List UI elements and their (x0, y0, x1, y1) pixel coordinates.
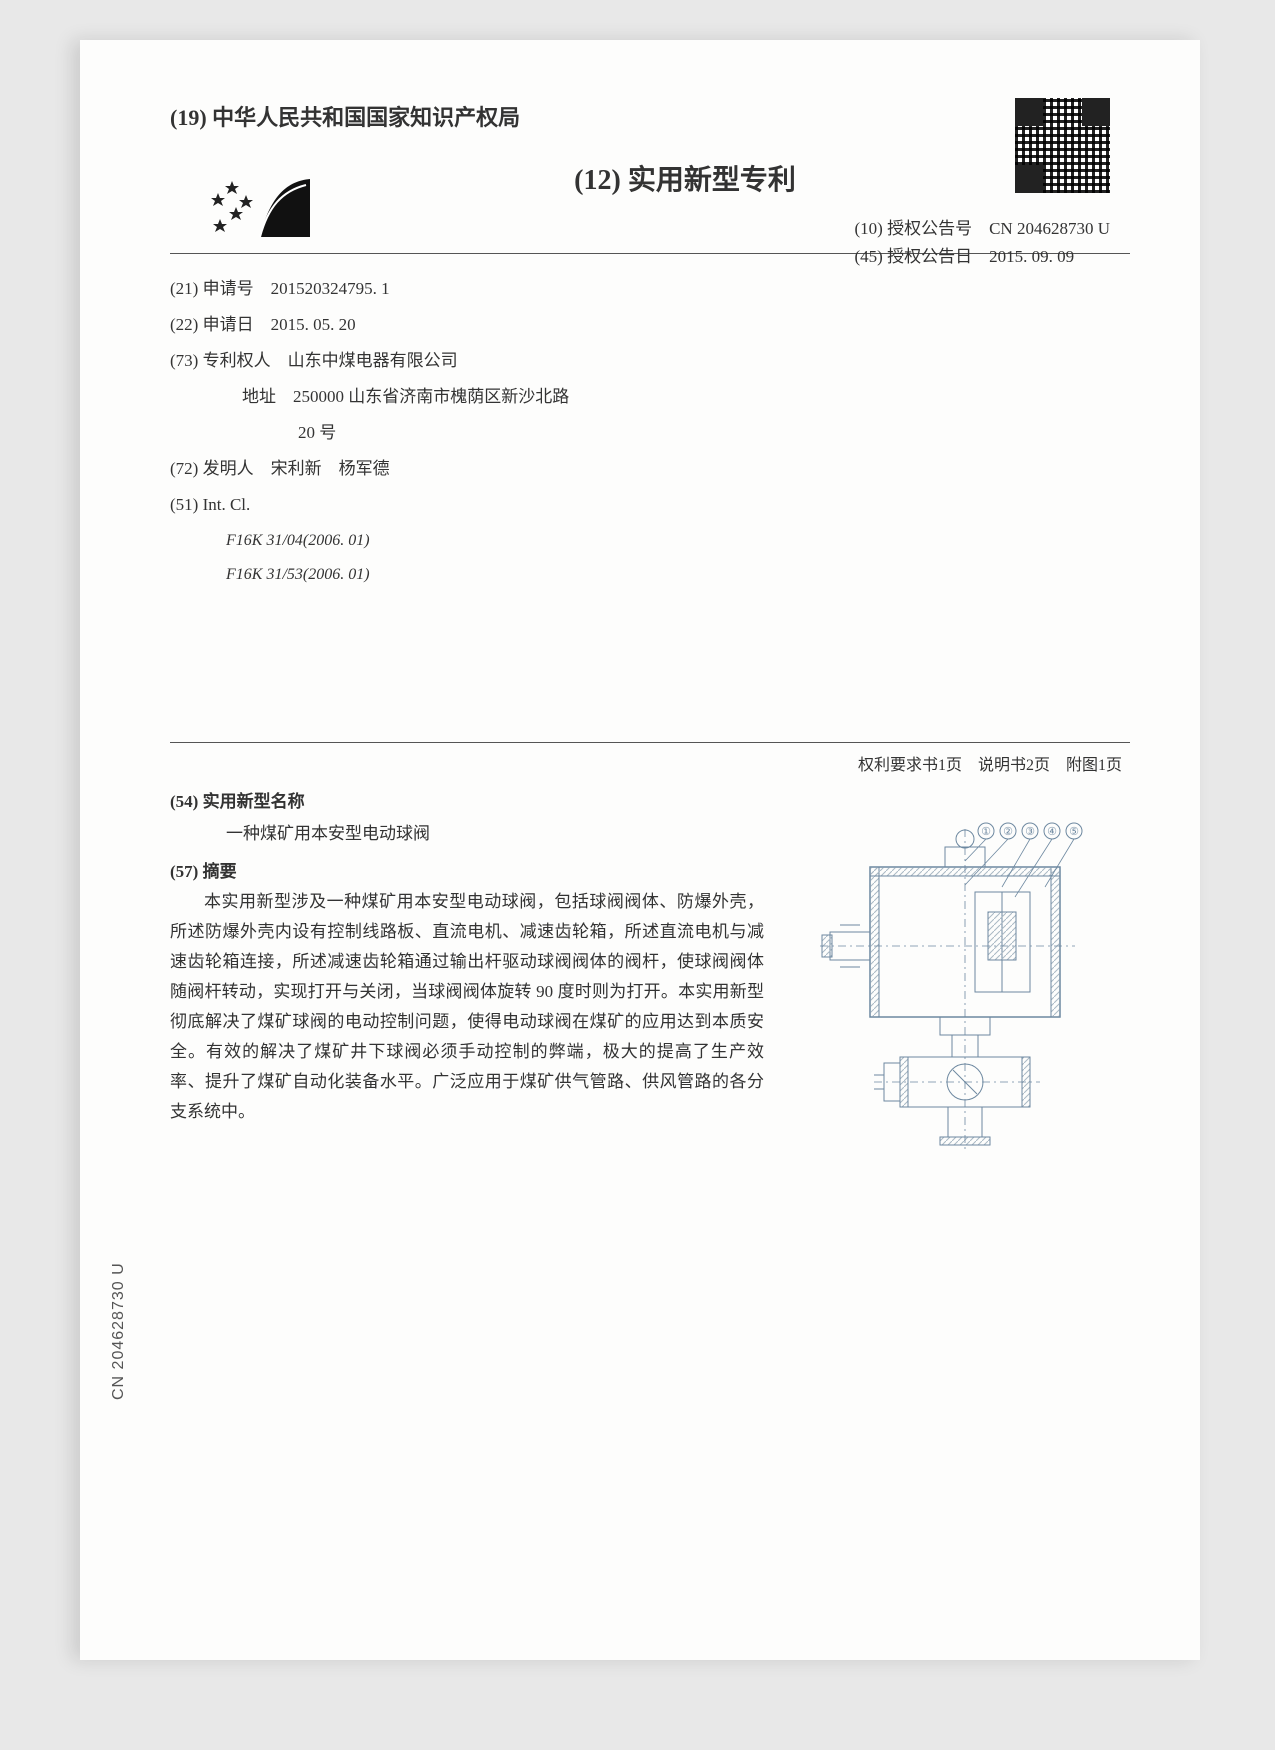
svg-text:①: ① (981, 826, 991, 838)
publication-info: (10) 授权公告号 CN 204628730 U (45) 授权公告日 201… (855, 215, 1110, 271)
ipc-1: F16K 31/04(2006. 01) (170, 524, 1130, 558)
svg-text:②: ② (1003, 826, 1013, 838)
pub-date: 2015. 09. 09 (989, 247, 1074, 266)
address-line2: 20 号 (298, 423, 336, 442)
address-line1: 250000 山东省济南市槐荫区新沙北路 (293, 387, 569, 406)
patent-page: (19) 中华人民共和国国家知识产权局 (12) 实用新型专利 (10) 授权公… (80, 40, 1200, 1660)
app-date-label: (22) 申请日 (170, 315, 254, 334)
app-no: 201520324795. 1 (271, 279, 390, 298)
pub-no: CN 204628730 U (989, 219, 1110, 238)
svg-text:⑤: ⑤ (1069, 826, 1079, 838)
ipc-2: F16K 31/53(2006. 01) (170, 558, 1130, 592)
invention-name: 一种煤矿用本安型电动球阀 (170, 819, 764, 849)
app-no-label: (21) 申请号 (170, 279, 254, 298)
side-publication-code: CN 204628730 U (110, 1262, 128, 1400)
abstract-column: (54) 实用新型名称 一种煤矿用本安型电动球阀 (57) 摘要 本实用新型涉及… (170, 787, 764, 1157)
svg-text:③: ③ (1025, 826, 1035, 838)
abstract-label: (57) 摘要 (170, 857, 764, 887)
cnipa-logo (210, 175, 320, 245)
lower-section: (54) 实用新型名称 一种煤矿用本安型电动球阀 (57) 摘要 本实用新型涉及… (170, 787, 1130, 1157)
address-label: 地址 (242, 387, 276, 406)
inventors: 宋利新 杨军德 (271, 459, 390, 478)
biblio-fields: (21) 申请号 201520324795. 1 (22) 申请日 2015. … (170, 272, 1130, 592)
svg-text:④: ④ (1047, 826, 1057, 838)
page-counts: 权利要求书1页 说明书2页 附图1页 (170, 751, 1122, 775)
abstract-text: 本实用新型涉及一种煤矿用本安型电动球阀，包括球阀阀体、防爆外壳，所述防爆外壳内设… (170, 887, 764, 1127)
pub-no-label: (10) 授权公告号 (855, 219, 973, 238)
authority-line: (19) 中华人民共和国国家知识产权局 (170, 100, 1130, 132)
pub-date-label: (45) 授权公告日 (855, 247, 973, 266)
divider-mid (170, 742, 1130, 743)
name-label: (54) 实用新型名称 (170, 787, 764, 817)
figure-column: ①②③④⑤ (790, 787, 1130, 1157)
patentee: 山东中煤电器有限公司 (288, 351, 458, 370)
int-cl-label: (51) Int. Cl. (170, 495, 250, 514)
patentee-label: (73) 专利权人 (170, 351, 271, 370)
inventor-label: (72) 发明人 (170, 459, 254, 478)
app-date: 2015. 05. 20 (271, 315, 356, 334)
qr-code (1015, 98, 1110, 193)
patent-figure: ①②③④⑤ (790, 817, 1110, 1157)
